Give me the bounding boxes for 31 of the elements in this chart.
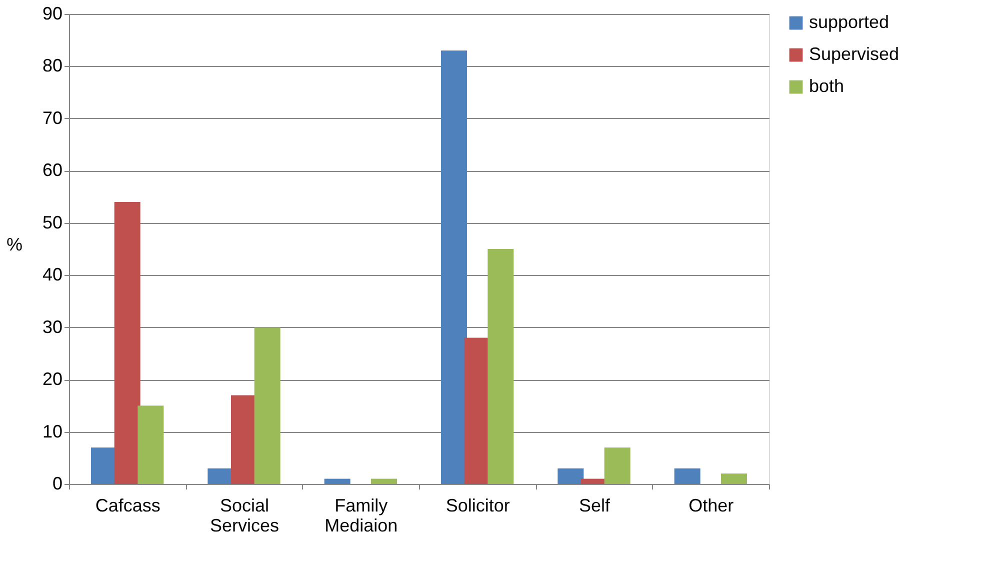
- bar: [324, 478, 350, 484]
- bar: [721, 474, 747, 484]
- bar: [558, 468, 584, 484]
- y-tick-label: 10: [42, 421, 62, 442]
- bar: [371, 478, 397, 484]
- y-tick-label: 20: [42, 369, 62, 390]
- bar: [114, 202, 140, 484]
- y-tick-label: 80: [42, 56, 62, 76]
- bar: [138, 406, 164, 484]
- y-tick-label: 50: [42, 212, 62, 232]
- x-tick-label: Family Mediaion: [324, 496, 398, 536]
- x-tick-label: Cafcass: [95, 496, 160, 516]
- bar: [254, 327, 280, 484]
- legend-label: Supervised: [809, 44, 900, 64]
- x-tick-label: Self: [578, 496, 611, 516]
- y-axis-title: %: [6, 234, 23, 254]
- bar: [488, 249, 514, 484]
- bar: [674, 468, 700, 484]
- x-tick-label: Other: [688, 496, 734, 516]
- y-tick-label: 70: [42, 108, 62, 128]
- y-tick-label: 90: [42, 4, 62, 24]
- legend-label: supported: [809, 12, 890, 32]
- bar: [604, 447, 630, 484]
- y-tick-label: 40: [42, 264, 62, 285]
- x-tick-label: Social Services: [210, 496, 280, 536]
- x-tick-label: Solicitor: [446, 496, 510, 516]
- y-tick-label: 0: [52, 474, 62, 494]
- legend-label: both: [809, 76, 844, 96]
- y-tick-label: 60: [42, 160, 62, 180]
- bar: [441, 50, 467, 484]
- y-tick-label: 30: [42, 316, 62, 337]
